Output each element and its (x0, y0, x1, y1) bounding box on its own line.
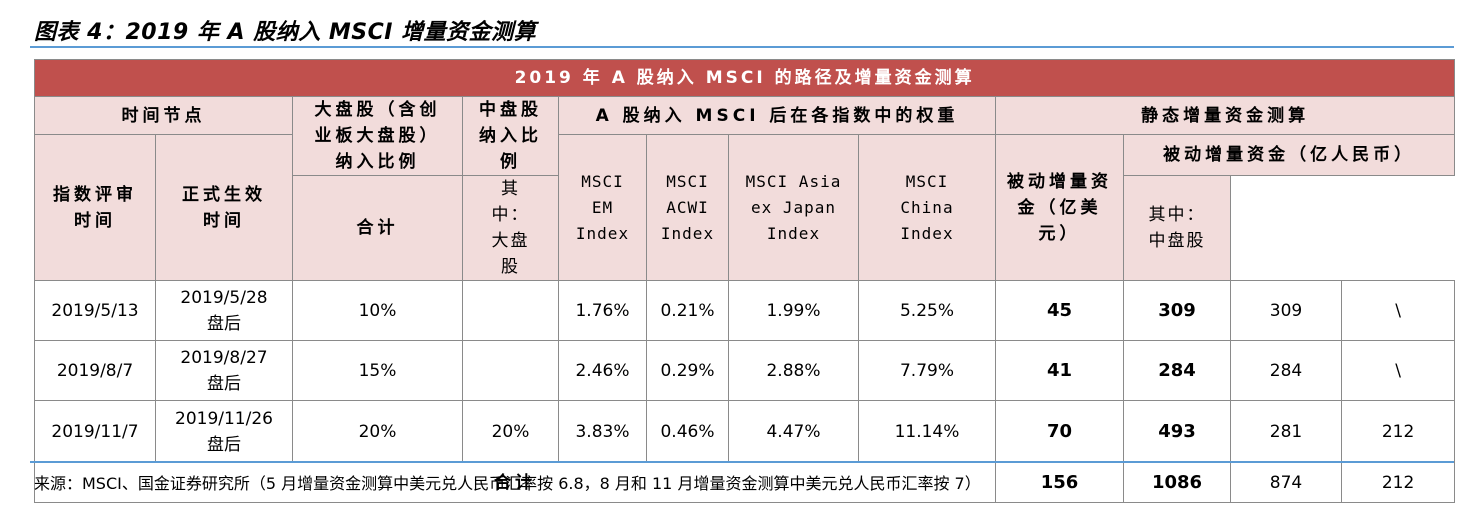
cell-effective-date: 2019/8/27 (180, 347, 268, 368)
cell-rmb-large: 309 (1230, 280, 1342, 341)
cell-large-cap: 20% (292, 400, 463, 463)
total-label: 合计 (34, 462, 996, 503)
cell-rmb-total: 493 (1123, 400, 1231, 463)
cell-acwi: 0.21% (646, 280, 729, 341)
cell-usd: 41 (995, 340, 1124, 401)
cell-china: 7.79% (858, 340, 996, 401)
cell-mid-cap: 20% (462, 400, 559, 463)
cell-rmb-total: 284 (1123, 340, 1231, 401)
header-weights: A 股纳入 MSCI 后在各指数中的权重 (558, 96, 996, 135)
source-note: 来源：MSCI、国金证券研究所（5 月增量资金测算中美元兑人民币汇率按 6.8，… (34, 474, 981, 493)
header-acwi-index: MSCI ACWI Index (646, 134, 729, 281)
cell-effective-note: 盘后 (207, 373, 241, 394)
cell-acwi: 0.29% (646, 340, 729, 401)
cell-rmb-mid: \ (1340, 340, 1456, 401)
cell-review-time: 2019/8/7 (34, 340, 156, 401)
header-china-index: MSCI China Index (858, 134, 996, 281)
cell-rmb-large: 281 (1230, 400, 1342, 463)
cell-effective-date: 2019/11/26 (175, 408, 273, 429)
top-divider (30, 46, 1454, 48)
cell-review-time: 2019/5/13 (34, 280, 156, 341)
cell-effective-time: 2019/8/27 盘后 (155, 340, 293, 401)
cell-effective-date: 2019/5/28 (180, 287, 268, 308)
cell-effective-time: 2019/5/28 盘后 (155, 280, 293, 341)
cell-em: 2.46% (558, 340, 647, 401)
header-review-time: 指数评审时间 (34, 134, 156, 281)
cell-usd: 45 (995, 280, 1124, 341)
cell-rmb-large: 284 (1230, 340, 1342, 401)
cell-mid-cap (462, 340, 559, 401)
header-mid-cap: 中盘股纳入比例 (462, 96, 559, 176)
header-em-index: MSCI EM Index (558, 134, 647, 281)
header-passive-usd: 被动增量资金（亿美元） (995, 134, 1124, 281)
cell-asia: 4.47% (728, 400, 859, 463)
total-rmb: 1086 (1123, 462, 1231, 503)
total-usd: 156 (995, 462, 1124, 503)
cell-effective-time: 2019/11/26 盘后 (155, 400, 293, 463)
total-row: 合计 156 1086 874 212 (34, 462, 1456, 503)
banner-row: 2019 年 A 股纳入 MSCI 的路径及增量资金测算 (33, 59, 1456, 97)
header-of-which-large: 其中：大盘股 (462, 175, 559, 281)
header-total: 合计 (292, 175, 463, 281)
cell-rmb-mid: \ (1340, 280, 1456, 341)
cell-asia: 2.88% (728, 340, 859, 401)
cell-em: 3.83% (558, 400, 647, 463)
figure-title: 图表 4：2019 年 A 股纳入 MSCI 增量资金测算 (34, 20, 537, 45)
cell-rmb-mid: 212 (1340, 400, 1456, 463)
cell-usd: 70 (995, 400, 1124, 463)
cell-asia: 1.99% (728, 280, 859, 341)
table-row: 2019/11/7 2019/11/26 盘后 20% 20% 3.83% 0.4… (34, 400, 1456, 463)
cell-em: 1.76% (558, 280, 647, 341)
cell-effective-note: 盘后 (207, 313, 241, 334)
cell-large-cap: 10% (292, 280, 463, 341)
header-time-nodes: 时间节点 (34, 96, 293, 135)
cell-large-cap: 15% (292, 340, 463, 401)
header-large-cap: 大盘股（含创业板大盘股）纳入比例 (292, 96, 463, 176)
total-rmb-large: 874 (1230, 462, 1342, 503)
table-row: 2019/8/7 2019/8/27 盘后 15% 2.46% 0.29% 2.8… (34, 340, 1456, 401)
cell-acwi: 0.46% (646, 400, 729, 463)
cell-effective-note: 盘后 (207, 434, 241, 455)
col-header-row-2: 合计 其中：大盘股 其中：中盘股 (35, 175, 1455, 281)
header-asia-ex-japan-index: MSCI Asia ex Japan Index (728, 134, 859, 281)
cell-china: 11.14% (858, 400, 996, 463)
total-rmb-mid: 212 (1340, 462, 1456, 503)
cell-mid-cap (462, 280, 559, 341)
header-effective-time: 正式生效时间 (155, 134, 293, 281)
header-of-which-mid: 其中：中盘股 (1123, 175, 1231, 281)
msci-inflow-table: 2019 年 A 股纳入 MSCI 的路径及增量资金测算 时间节点 大盘股（含创… (33, 59, 1456, 503)
table-banner: 2019 年 A 股纳入 MSCI 的路径及增量资金测算 (33, 59, 1456, 97)
header-static-flow: 静态增量资金测算 (994, 96, 1456, 135)
cell-china: 5.25% (858, 280, 996, 341)
group-header-row: 时间节点 大盘股（含创业板大盘股）纳入比例 中盘股纳入比例 A 股纳入 MSCI… (34, 96, 1456, 176)
cell-rmb-total: 309 (1123, 280, 1231, 341)
header-passive-rmb: 被动增量资金（亿人民币） (1122, 134, 1456, 176)
cell-review-time: 2019/11/7 (34, 400, 156, 463)
col-header-row-1: 指数评审时间 正式生效时间 MSCI EM Index MSCI ACWI In… (34, 134, 1456, 281)
table-row: 2019/5/13 2019/5/28 盘后 10% 1.76% 0.21% 1.… (34, 280, 1456, 341)
bottom-divider (30, 461, 1454, 463)
